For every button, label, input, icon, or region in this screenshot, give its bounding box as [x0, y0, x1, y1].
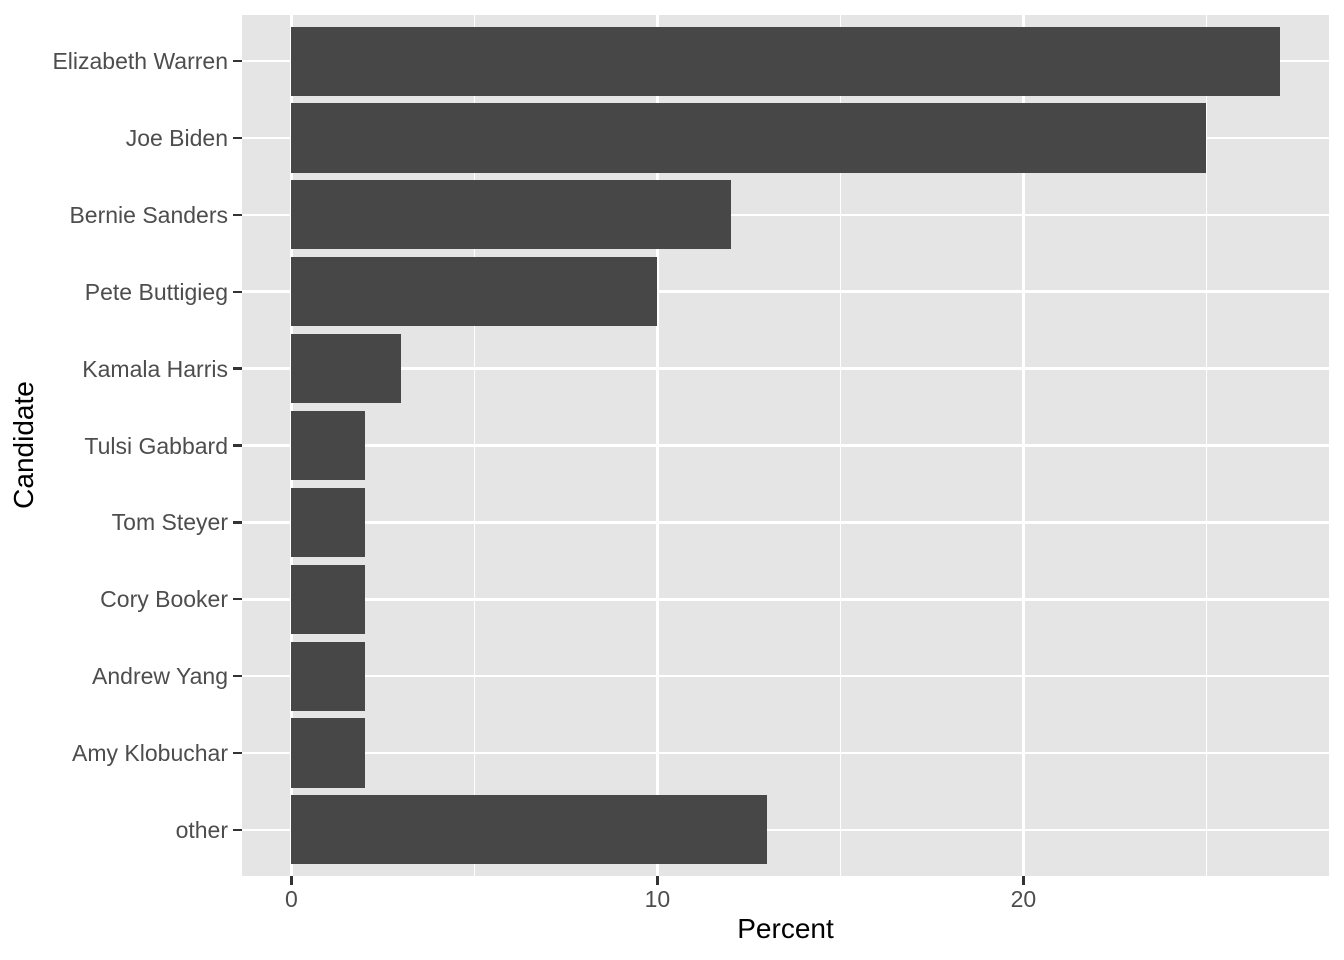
bar-tom-steyer — [291, 487, 365, 557]
bar-bernie-sanders — [291, 180, 731, 250]
bar-cory-booker — [291, 564, 365, 634]
bar-joe-biden — [291, 103, 1207, 173]
bar-andrew-yang — [291, 641, 365, 711]
y-tick-label-joe-biden: Joe Biden — [125, 125, 228, 151]
y-tick-mark-tom-steyer — [233, 521, 242, 524]
y-tick-mark-cory-booker — [233, 598, 242, 601]
plot-panel — [242, 15, 1329, 876]
bar-pete-buttigieg — [291, 257, 658, 327]
y-tick-mark-pete-buttigieg — [233, 290, 242, 293]
major-gridline-y-bernie-sanders — [242, 213, 1329, 217]
y-tick-mark-joe-biden — [233, 136, 242, 140]
major-gridline-y-kamala-harris — [242, 367, 1329, 370]
y-tick-mark-kamala-harris — [233, 367, 242, 370]
x-tick-mark-10 — [656, 876, 659, 885]
bar-kamala-harris — [291, 334, 402, 404]
y-tick-label-tulsi-gabbard: Tulsi Gabbard — [84, 432, 228, 459]
y-tick-label-tom-steyer: Tom Steyer — [111, 509, 228, 536]
major-gridline-y-pete-buttigieg — [242, 290, 1329, 294]
major-gridline-y-amy-klobuchar — [242, 751, 1329, 755]
y-tick-label-kamala-harris: Kamala Harris — [82, 355, 228, 382]
x-tick-label-10: 10 — [644, 886, 671, 912]
bar-tulsi-gabbard — [291, 410, 365, 481]
y-tick-label-pete-buttigieg: Pete Buttigieg — [84, 278, 228, 305]
y-axis-title: Candidate — [8, 381, 39, 509]
major-gridline-y-andrew-yang — [242, 674, 1329, 678]
y-tick-mark-andrew-yang — [233, 674, 242, 678]
y-tick-mark-bernie-sanders — [233, 213, 242, 217]
x-tick-mark-0 — [290, 876, 293, 885]
y-tick-mark-tulsi-gabbard — [233, 444, 242, 447]
y-tick-label-other: other — [175, 816, 228, 843]
y-tick-label-cory-booker: Cory Booker — [100, 586, 228, 613]
y-tick-mark-elizabeth-warren — [233, 59, 242, 63]
x-tick-mark-20 — [1022, 876, 1025, 885]
y-tick-label-andrew-yang: Andrew Yang — [92, 663, 228, 690]
major-gridline-y-tom-steyer — [242, 521, 1329, 524]
bar-elizabeth-warren — [291, 26, 1280, 96]
y-tick-mark-amy-klobuchar — [233, 751, 242, 755]
major-gridline-y-cory-booker — [242, 597, 1329, 601]
x-axis-title: Percent — [737, 913, 834, 944]
bar-other — [291, 795, 768, 865]
y-tick-label-elizabeth-warren: Elizabeth Warren — [52, 48, 228, 75]
x-tick-label-20: 20 — [1010, 886, 1037, 912]
bar-amy-klobuchar — [291, 718, 365, 788]
x-tick-label-0: 0 — [285, 886, 298, 912]
y-tick-mark-other — [233, 828, 242, 832]
major-gridline-y-other — [242, 828, 1329, 832]
y-tick-label-amy-klobuchar: Amy Klobuchar — [72, 740, 228, 766]
major-gridline-y-tulsi-gabbard — [242, 444, 1329, 447]
y-tick-label-bernie-sanders: Bernie Sanders — [69, 201, 228, 228]
